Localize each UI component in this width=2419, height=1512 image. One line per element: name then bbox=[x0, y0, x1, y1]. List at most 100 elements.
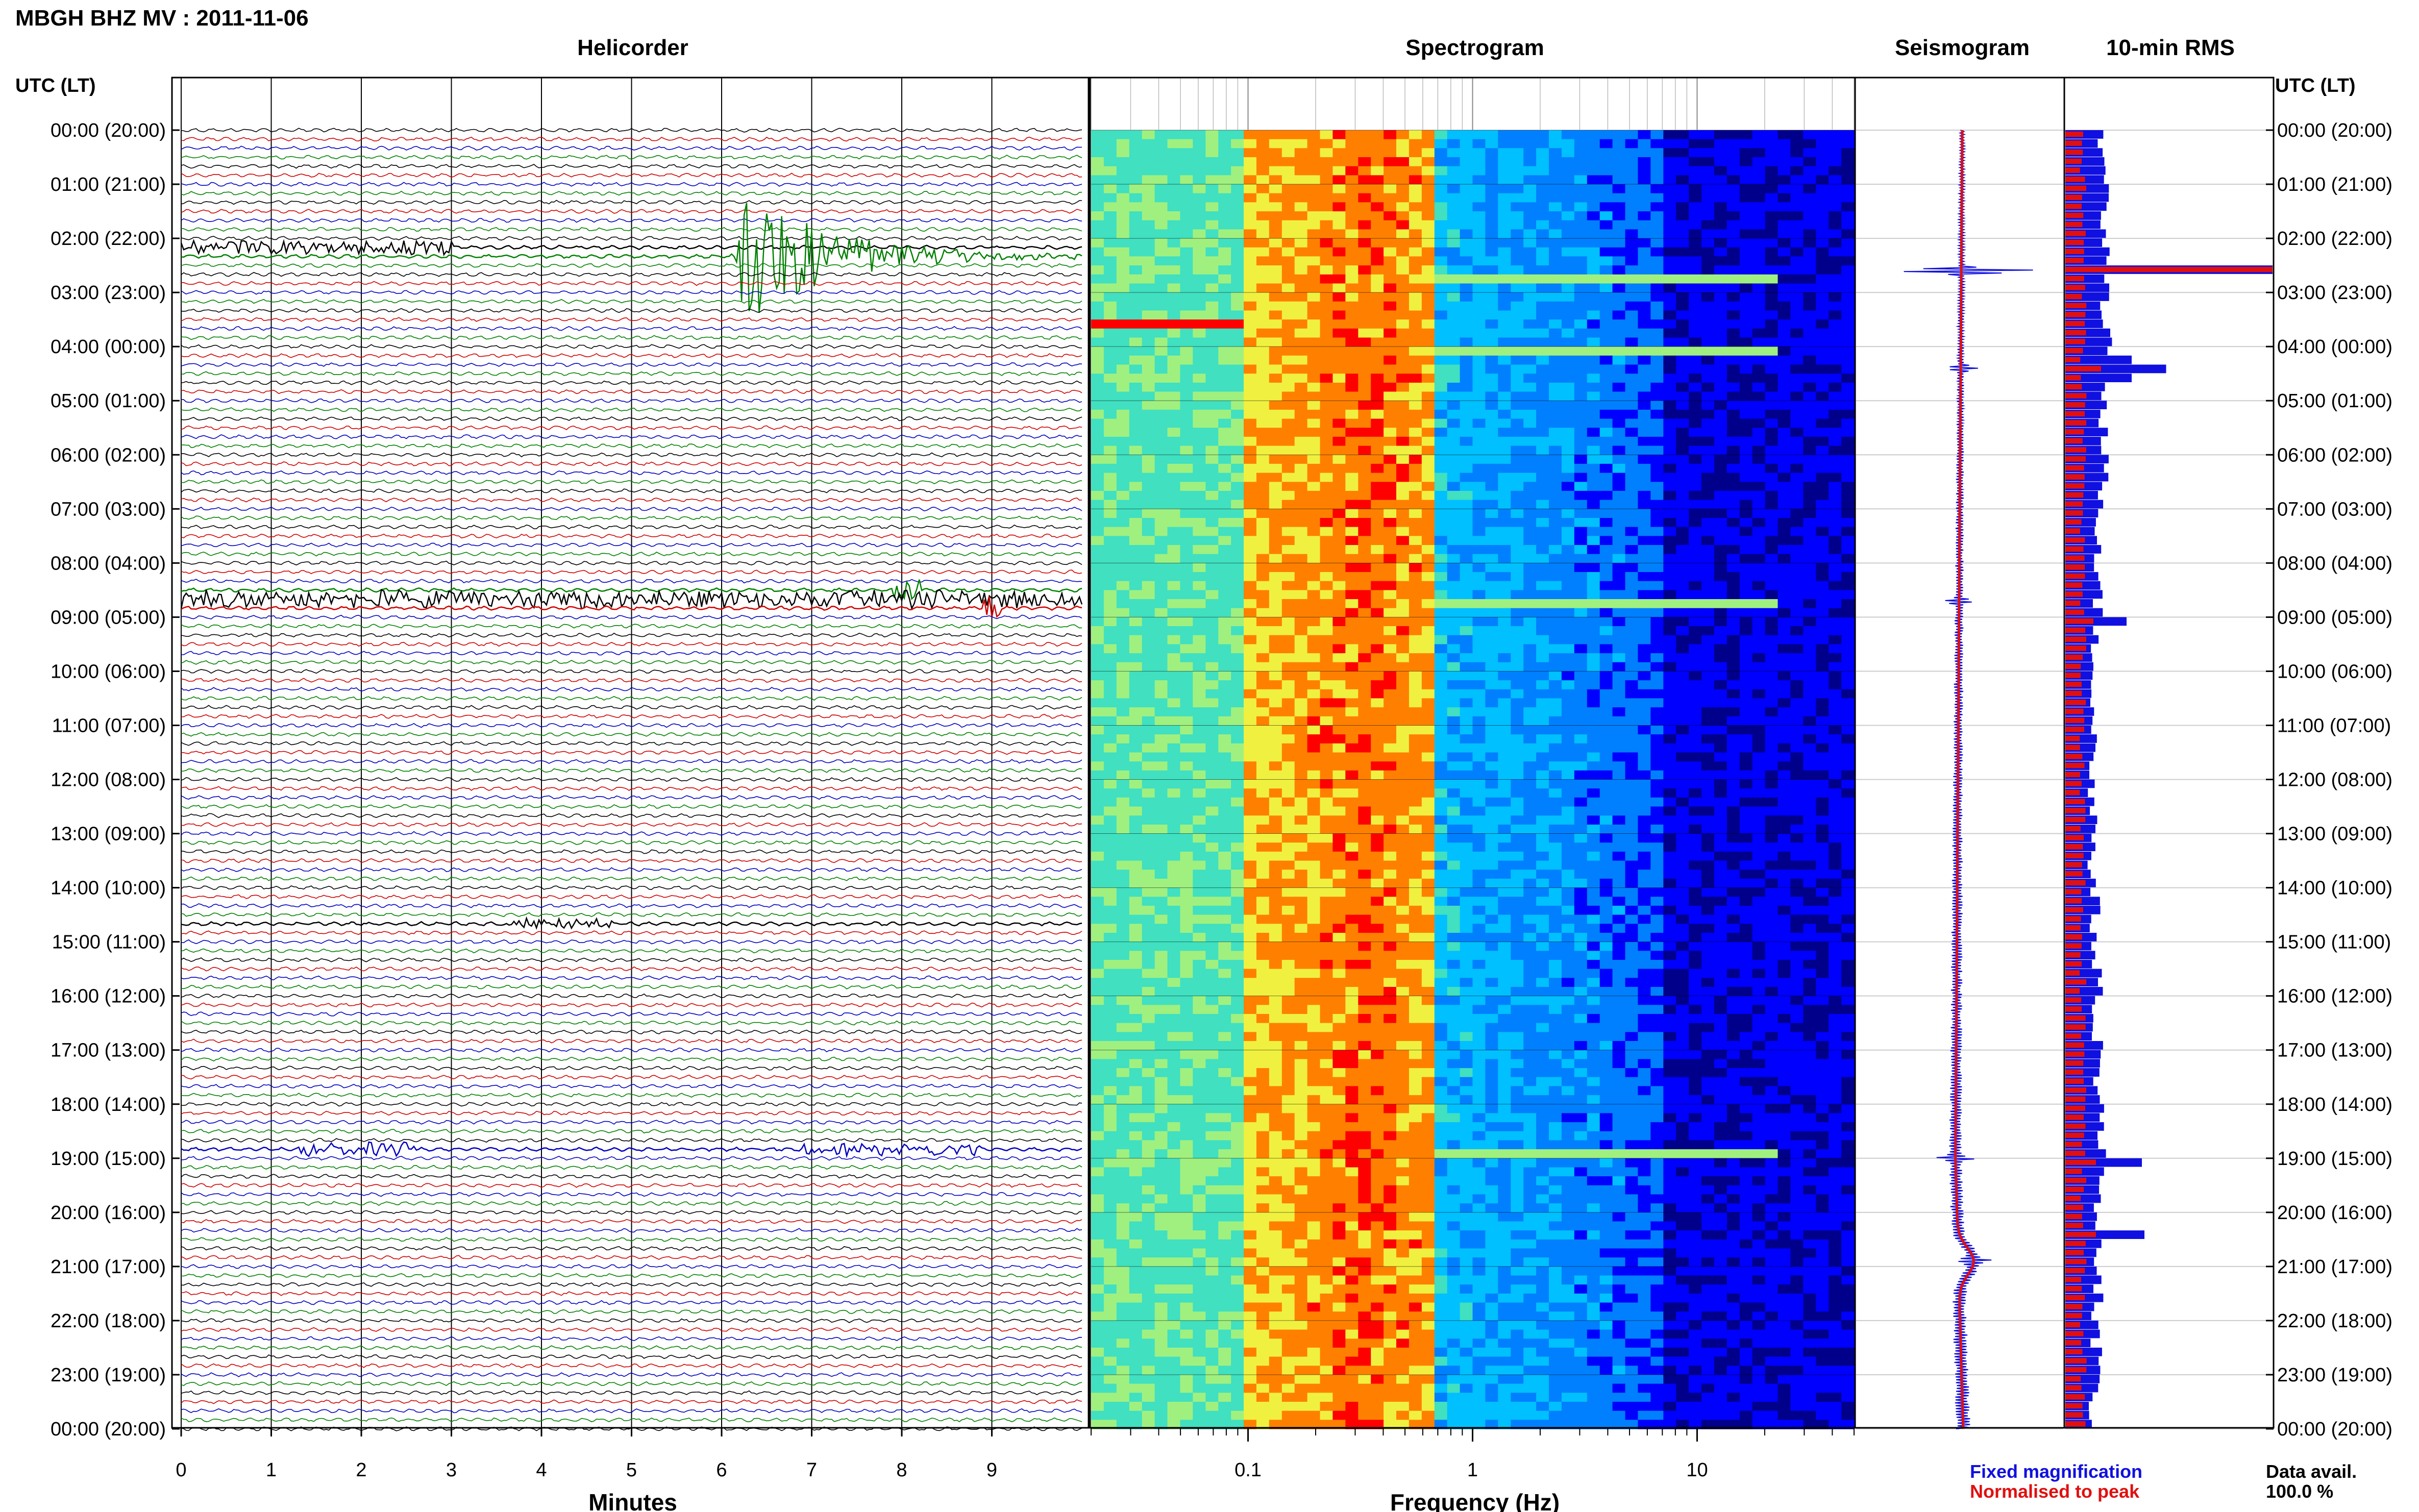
spectrogram-cell bbox=[1829, 590, 1842, 600]
spectrogram-cell bbox=[1726, 617, 1740, 627]
spectrogram-cell bbox=[1549, 761, 1562, 771]
spectrogram-cell bbox=[1116, 409, 1130, 419]
spectrogram-cell bbox=[1447, 815, 1461, 825]
spectrogram-cell bbox=[1129, 184, 1143, 194]
spectrogram-cell bbox=[1205, 689, 1219, 699]
spectrogram-cell bbox=[1523, 635, 1537, 645]
spectrogram-cell bbox=[1332, 193, 1346, 203]
spectrogram-cell bbox=[1421, 184, 1435, 194]
spectrogram-cell bbox=[1358, 436, 1371, 447]
spectrogram-cell bbox=[1778, 310, 1791, 320]
spectrogram-cell bbox=[1320, 490, 1334, 501]
spectrogram-cell bbox=[1726, 184, 1740, 194]
spectrogram-cell bbox=[1384, 743, 1397, 753]
spectrogram-cell bbox=[1218, 328, 1231, 338]
spectrogram-cell bbox=[1638, 211, 1651, 221]
spectrogram-cell bbox=[1739, 374, 1753, 383]
spectrogram-cell bbox=[1472, 401, 1486, 410]
spectrogram-cell bbox=[1091, 418, 1104, 429]
spectrogram-cell bbox=[1676, 545, 1689, 555]
spectrogram-cell bbox=[1638, 445, 1651, 456]
spectrogram-cell bbox=[1460, 184, 1473, 194]
spectrogram-cell bbox=[1816, 842, 1829, 852]
spectrogram-cell bbox=[1167, 301, 1181, 311]
spectrogram-cell bbox=[1612, 716, 1626, 726]
spectrogram-cell bbox=[1460, 824, 1473, 834]
spectrogram-cell bbox=[1193, 662, 1206, 672]
spectrogram-cell bbox=[1650, 401, 1664, 410]
spectrogram-cell bbox=[1701, 671, 1715, 681]
spectrogram-cell bbox=[1294, 833, 1308, 843]
spectrogram-cell bbox=[1650, 256, 1664, 266]
spectrogram-cell bbox=[1752, 662, 1766, 672]
spectrogram-cell bbox=[1574, 473, 1588, 483]
spectrogram-cell bbox=[1193, 139, 1206, 149]
spectrogram-cell bbox=[1384, 671, 1397, 681]
spectrogram-cell bbox=[1650, 743, 1664, 753]
spectrogram-cell bbox=[1294, 355, 1308, 365]
spectrogram-cell bbox=[1447, 725, 1461, 735]
spectrogram-cell bbox=[1701, 536, 1715, 546]
spectrogram-cell bbox=[1676, 572, 1689, 582]
spectrogram-cell bbox=[1829, 220, 1842, 230]
spectrogram-cell bbox=[1587, 608, 1600, 618]
spectrogram-cell bbox=[1281, 256, 1295, 266]
spectrogram-cell bbox=[1434, 130, 1448, 140]
spectrogram-cell bbox=[1778, 743, 1791, 753]
helicorder-trace bbox=[181, 560, 1082, 566]
spectrogram-cell bbox=[1561, 671, 1575, 681]
spectrogram-cell bbox=[1218, 374, 1231, 383]
spectrogram-cell bbox=[1650, 761, 1664, 771]
spectrogram-cell bbox=[1612, 797, 1626, 807]
spectrogram-cell bbox=[1587, 716, 1600, 726]
spectrogram-cell bbox=[1244, 328, 1257, 338]
spectrogram-cell bbox=[1689, 292, 1702, 302]
spectrogram-cell bbox=[1307, 788, 1321, 798]
spectrogram-cell bbox=[1396, 175, 1410, 185]
spectrogram-cell bbox=[1829, 779, 1842, 789]
spectrogram-cell bbox=[1778, 463, 1791, 474]
spectrogram-cell bbox=[1384, 238, 1397, 248]
spectrogram-cell bbox=[1511, 770, 1524, 780]
spectrogram-cell bbox=[1167, 698, 1181, 708]
spectrogram-cell bbox=[1574, 346, 1588, 356]
spectrogram-cell bbox=[1587, 563, 1600, 573]
spectrogram-cell bbox=[1332, 680, 1346, 690]
spectrogram-cell bbox=[1345, 770, 1359, 780]
spectrogram-cell bbox=[1269, 842, 1282, 852]
spectrogram-cell bbox=[1332, 337, 1346, 347]
spectrogram-cell bbox=[1116, 220, 1130, 230]
spectrogram-cell bbox=[1447, 130, 1461, 140]
spectrogram-cell bbox=[1129, 139, 1143, 149]
spectrogram-cell bbox=[1485, 436, 1499, 447]
spectrogram-cell bbox=[1180, 500, 1194, 510]
spectrogram-cell bbox=[1244, 680, 1257, 690]
spectrogram-cell bbox=[1460, 374, 1473, 383]
spectrogram-cell bbox=[1142, 653, 1155, 663]
spectrogram-cell bbox=[1663, 644, 1676, 654]
spectrogram-cell bbox=[1294, 202, 1308, 212]
spectrogram-cell bbox=[1116, 572, 1130, 582]
spectrogram-cell bbox=[1599, 590, 1613, 600]
spectrogram-cell bbox=[1511, 536, 1524, 546]
spectrogram-cell bbox=[1561, 662, 1575, 672]
spectrogram-cell bbox=[1129, 193, 1143, 203]
spectrogram-cell bbox=[1091, 391, 1104, 401]
helicorder-x-tick: 3 bbox=[446, 1459, 457, 1481]
spectrogram-cell bbox=[1472, 806, 1486, 816]
spectrogram-cell bbox=[1599, 428, 1613, 437]
spectrogram-cell bbox=[1129, 824, 1143, 834]
spectrogram-cell bbox=[1472, 445, 1486, 456]
spectrogram-cell bbox=[1358, 662, 1371, 672]
spectrogram-cell bbox=[1129, 608, 1143, 618]
spectrogram-cell bbox=[1561, 527, 1575, 537]
spectrogram-cell bbox=[1778, 563, 1791, 573]
spectrogram-cell bbox=[1549, 148, 1562, 158]
spectrogram-cell bbox=[1803, 824, 1816, 834]
spectrogram-cell bbox=[1332, 815, 1346, 825]
spectrogram-cell bbox=[1396, 409, 1410, 419]
spectrogram-cell bbox=[1676, 680, 1689, 690]
spectrogram-cell bbox=[1142, 374, 1155, 383]
spectrogram-cell bbox=[1803, 211, 1816, 221]
spectrogram-cell bbox=[1218, 418, 1231, 429]
